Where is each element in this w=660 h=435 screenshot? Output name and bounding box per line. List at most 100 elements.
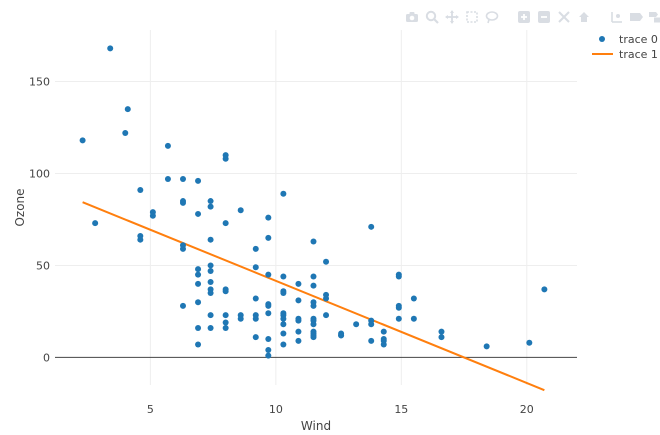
data-point[interactable]	[368, 321, 375, 328]
data-point[interactable]	[280, 273, 287, 280]
data-point[interactable]	[207, 267, 214, 274]
data-point[interactable]	[295, 280, 302, 287]
data-point[interactable]	[265, 347, 272, 354]
data-point[interactable]	[195, 271, 202, 278]
data-point[interactable]	[280, 290, 287, 297]
data-point[interactable]	[222, 288, 229, 295]
data-point[interactable]	[280, 330, 287, 337]
data-point[interactable]	[179, 199, 186, 206]
zoom-in-icon[interactable]	[516, 9, 532, 25]
data-point[interactable]	[195, 210, 202, 217]
data-point[interactable]	[265, 336, 272, 343]
data-point[interactable]	[541, 286, 548, 293]
data-point[interactable]	[252, 245, 259, 252]
data-point[interactable]	[410, 315, 417, 322]
box-select-icon[interactable]	[464, 9, 480, 25]
data-point[interactable]	[338, 332, 345, 339]
data-point[interactable]	[483, 343, 490, 350]
data-point[interactable]	[380, 341, 387, 348]
data-point[interactable]	[222, 319, 229, 326]
data-point[interactable]	[395, 315, 402, 322]
data-point[interactable]	[222, 324, 229, 331]
data-point[interactable]	[137, 236, 144, 243]
data-point[interactable]	[295, 337, 302, 344]
data-point[interactable]	[368, 337, 375, 344]
data-point[interactable]	[179, 175, 186, 182]
data-point[interactable]	[122, 130, 129, 137]
data-point[interactable]	[280, 341, 287, 348]
data-point[interactable]	[280, 315, 287, 322]
data-point[interactable]	[295, 328, 302, 335]
data-point[interactable]	[195, 341, 202, 348]
zoom-icon[interactable]	[424, 9, 440, 25]
data-point[interactable]	[179, 245, 186, 252]
data-point[interactable]	[124, 106, 131, 113]
camera-icon[interactable]	[404, 9, 420, 25]
regression-line[interactable]	[82, 201, 545, 392]
data-point[interactable]	[353, 321, 360, 328]
data-point[interactable]	[207, 203, 214, 210]
data-point[interactable]	[395, 304, 402, 311]
autoscale-icon[interactable]	[556, 9, 572, 25]
zoom-out-icon[interactable]	[536, 9, 552, 25]
data-point[interactable]	[237, 207, 244, 214]
data-point[interactable]	[195, 299, 202, 306]
data-point[interactable]	[207, 198, 214, 205]
data-point[interactable]	[222, 220, 229, 227]
data-point[interactable]	[310, 302, 317, 309]
data-point[interactable]	[107, 45, 114, 52]
data-point[interactable]	[164, 175, 171, 182]
data-point[interactable]	[438, 334, 445, 341]
lasso-select-icon[interactable]	[484, 9, 500, 25]
data-point[interactable]	[92, 220, 99, 227]
data-point[interactable]	[438, 328, 445, 335]
spike-lines-icon[interactable]	[608, 9, 624, 25]
data-point[interactable]	[265, 352, 272, 359]
data-point[interactable]	[195, 266, 202, 273]
data-point[interactable]	[207, 236, 214, 243]
data-point[interactable]	[526, 339, 533, 346]
data-point[interactable]	[207, 312, 214, 319]
data-point[interactable]	[310, 282, 317, 289]
data-point[interactable]	[395, 273, 402, 280]
data-point[interactable]	[323, 258, 330, 265]
data-point[interactable]	[380, 328, 387, 335]
hover-closest-icon[interactable]	[628, 9, 644, 25]
data-point[interactable]	[195, 324, 202, 331]
data-point[interactable]	[323, 312, 330, 319]
data-point[interactable]	[195, 280, 202, 287]
hover-compare-icon[interactable]	[648, 9, 660, 25]
data-point[interactable]	[265, 214, 272, 221]
data-point[interactable]	[310, 238, 317, 245]
data-point[interactable]	[207, 290, 214, 297]
data-point[interactable]	[149, 212, 156, 219]
data-point[interactable]	[207, 324, 214, 331]
data-point[interactable]	[323, 295, 330, 302]
data-point[interactable]	[280, 321, 287, 328]
data-point[interactable]	[79, 137, 86, 144]
data-point[interactable]	[380, 336, 387, 343]
data-point[interactable]	[252, 334, 259, 341]
legend-label-trace-0[interactable]: trace 0	[619, 33, 658, 46]
data-point[interactable]	[310, 334, 317, 341]
data-point[interactable]	[310, 321, 317, 328]
data-point[interactable]	[410, 295, 417, 302]
data-point[interactable]	[252, 264, 259, 271]
data-point[interactable]	[137, 187, 144, 194]
data-point[interactable]	[265, 302, 272, 309]
data-point[interactable]	[368, 223, 375, 230]
pan-icon[interactable]	[444, 9, 460, 25]
data-point[interactable]	[252, 315, 259, 322]
data-point[interactable]	[237, 315, 244, 322]
data-point[interactable]	[252, 295, 259, 302]
data-point[interactable]	[265, 310, 272, 317]
data-point[interactable]	[207, 262, 214, 269]
data-point[interactable]	[295, 317, 302, 324]
data-point[interactable]	[164, 142, 171, 149]
data-point[interactable]	[295, 297, 302, 304]
data-point[interactable]	[207, 278, 214, 285]
data-point[interactable]	[222, 312, 229, 319]
data-point[interactable]	[222, 155, 229, 162]
data-point[interactable]	[265, 271, 272, 278]
